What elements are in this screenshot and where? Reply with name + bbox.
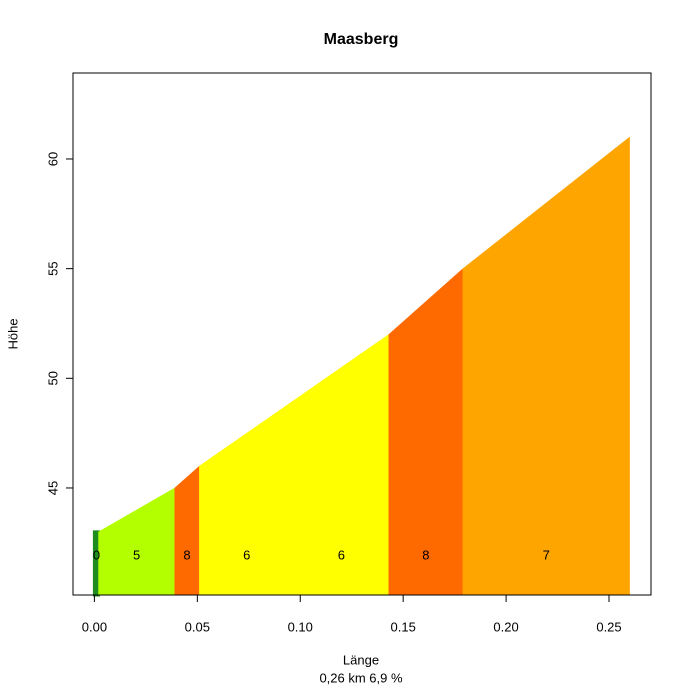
y-tick-label: 45 bbox=[45, 481, 60, 495]
grade-label: 6 bbox=[338, 547, 345, 562]
grade-label: 8 bbox=[183, 547, 190, 562]
y-tick-label: 60 bbox=[45, 152, 60, 166]
x-tick-label: 0.20 bbox=[493, 619, 518, 634]
y-tick-label: 55 bbox=[45, 261, 60, 275]
x-tick-label: 0.10 bbox=[288, 619, 313, 634]
grade-label: 5 bbox=[133, 547, 140, 562]
subtitle: 0,26 km 6,9 % bbox=[319, 670, 403, 685]
x-tick-label: 0.05 bbox=[185, 619, 210, 634]
profile-segment bbox=[92, 530, 101, 597]
grade-label: 6 bbox=[243, 547, 250, 562]
chart-title: Maasberg bbox=[324, 31, 399, 48]
grade-label: 7 bbox=[543, 547, 550, 562]
grade-label: 8 bbox=[422, 547, 429, 562]
x-axis-label: Länge bbox=[343, 652, 379, 667]
y-tick-label: 50 bbox=[45, 371, 60, 385]
x-tick-label: 0.25 bbox=[596, 619, 621, 634]
profile-segment bbox=[174, 465, 200, 596]
y-axis-label: Höhe bbox=[5, 318, 20, 349]
x-tick-label: 0.00 bbox=[82, 619, 107, 634]
x-tick-label: 0.15 bbox=[391, 619, 416, 634]
grade-label: 0 bbox=[93, 547, 100, 562]
